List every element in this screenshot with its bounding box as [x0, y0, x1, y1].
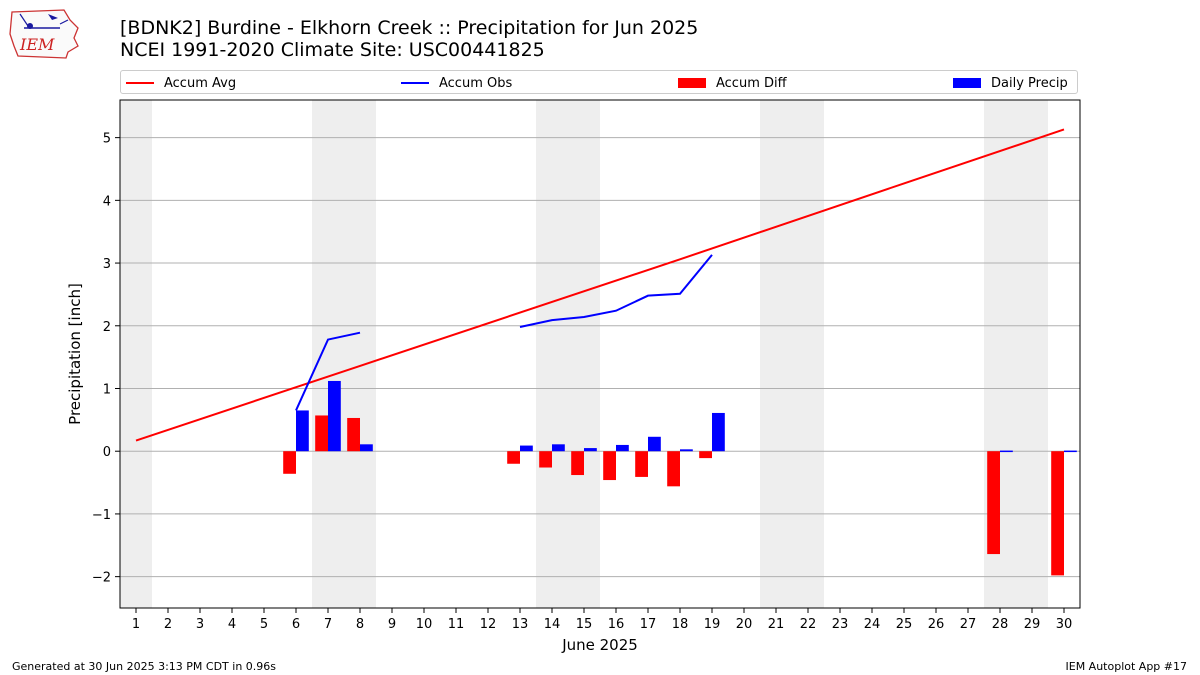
chart-subtitle: NCEI 1991-2020 Climate Site: USC00441825	[120, 39, 545, 61]
accum-diff-bar	[507, 451, 520, 464]
x-tick-label: 4	[228, 617, 236, 632]
x-tick-label: 12	[480, 617, 497, 632]
x-tick-label: 17	[640, 617, 657, 632]
x-tick-label: 8	[356, 617, 364, 632]
y-tick-label: −2	[92, 571, 111, 586]
x-tick-label: 30	[1056, 617, 1073, 632]
y-tick-label: 0	[103, 445, 111, 460]
daily-precip-bar	[1000, 450, 1013, 453]
x-tick-label: 10	[416, 617, 433, 632]
x-tick-label: 24	[864, 617, 881, 632]
accum-diff-bar	[539, 451, 552, 468]
x-tick-label: 28	[992, 617, 1009, 632]
chart-legend: Accum Avg Accum Obs Accum Diff Daily Pre…	[120, 70, 1078, 94]
accum-diff-bar	[635, 451, 648, 477]
x-tick-label: 14	[544, 617, 561, 632]
legend-label-accum-avg: Accum Avg	[164, 75, 237, 91]
x-tick-label: 26	[928, 617, 945, 632]
legend-swatch-daily-precip	[953, 78, 981, 88]
x-tick-label: 1	[132, 617, 140, 632]
x-tick-label: 22	[800, 617, 817, 632]
y-tick-label: 1	[103, 382, 111, 397]
x-tick-label: 20	[736, 617, 753, 632]
accum-diff-bar	[667, 451, 680, 487]
y-tick-label: −1	[92, 508, 111, 523]
y-tick-label: 3	[103, 257, 111, 272]
accum-diff-bar	[603, 451, 616, 481]
legend-item-daily-precip: Daily Precip	[953, 74, 1068, 92]
daily-precip-bar	[552, 444, 565, 452]
x-tick-label: 23	[832, 617, 849, 632]
x-tick-label: 7	[324, 617, 332, 632]
weekend-band	[120, 100, 152, 608]
x-tick-label: 27	[960, 617, 977, 632]
legend-swatch-accum-obs	[401, 82, 429, 84]
legend-swatch-accum-diff	[678, 78, 706, 88]
daily-precip-bar	[360, 444, 373, 452]
x-axis-label: June 2025	[561, 636, 638, 654]
accum-diff-bar	[987, 451, 1000, 555]
daily-precip-bar	[712, 412, 725, 452]
legend-item-accum-avg: Accum Avg	[126, 74, 236, 92]
x-tick-label: 29	[1024, 617, 1041, 632]
daily-precip-bar	[520, 445, 533, 452]
accum-obs-line	[295, 331, 361, 411]
legend-item-accum-obs: Accum Obs	[401, 74, 512, 92]
daily-precip-bar	[648, 436, 661, 452]
app-credit: IEM Autoplot App #17	[1065, 660, 1188, 673]
x-tick-label: 5	[260, 617, 268, 632]
accum-avg-line	[135, 128, 1065, 442]
weekend-band	[536, 100, 600, 608]
daily-precip-bar	[328, 380, 341, 452]
legend-label-accum-diff: Accum Diff	[716, 75, 787, 91]
daily-precip-bar	[1064, 450, 1077, 453]
x-tick-label: 16	[608, 617, 625, 632]
accum-diff-bar	[1051, 451, 1064, 576]
x-tick-label: 18	[672, 617, 689, 632]
x-tick-label: 15	[576, 617, 593, 632]
x-tick-label: 21	[768, 617, 785, 632]
daily-precip-bar	[616, 444, 629, 452]
x-tick-label: 2	[164, 617, 172, 632]
y-tick-label: 5	[103, 132, 111, 147]
legend-label-accum-obs: Accum Obs	[439, 75, 513, 91]
generated-timestamp: Generated at 30 Jun 2025 3:13 PM CDT in …	[12, 660, 277, 673]
plot-frame	[119, 99, 1081, 609]
chart-title: [BDNK2] Burdine - Elkhorn Creek :: Preci…	[120, 17, 699, 39]
x-tick-label: 3	[196, 617, 204, 632]
y-axis-label: Precipitation [inch]	[66, 283, 84, 425]
accum-diff-bar	[571, 451, 584, 476]
legend-item-accum-diff: Accum Diff	[678, 74, 787, 92]
legend-label-daily-precip: Daily Precip	[991, 75, 1068, 91]
daily-precip-bar	[296, 410, 309, 452]
daily-precip-bar	[584, 448, 597, 452]
x-tick-label: 19	[704, 617, 721, 632]
weekend-band	[312, 100, 376, 608]
accum-diff-bar	[283, 451, 296, 474]
x-tick-label: 11	[448, 617, 465, 632]
accum-diff-bar	[315, 415, 328, 452]
y-tick-label: 2	[103, 320, 111, 335]
x-tick-label: 25	[896, 617, 913, 632]
accum-diff-bar	[347, 417, 360, 452]
weekend-band	[760, 100, 824, 608]
iem-logo: IEM	[8, 6, 80, 60]
y-tick-label: 4	[103, 194, 111, 209]
x-tick-label: 13	[512, 617, 529, 632]
accum-obs-line	[519, 254, 713, 329]
accum-diff-bar	[699, 451, 712, 459]
daily-precip-bar	[680, 449, 693, 452]
legend-swatch-accum-avg	[126, 82, 154, 84]
logo-text: IEM	[19, 35, 55, 54]
x-tick-label: 6	[292, 617, 300, 632]
x-tick-label: 9	[388, 617, 396, 632]
